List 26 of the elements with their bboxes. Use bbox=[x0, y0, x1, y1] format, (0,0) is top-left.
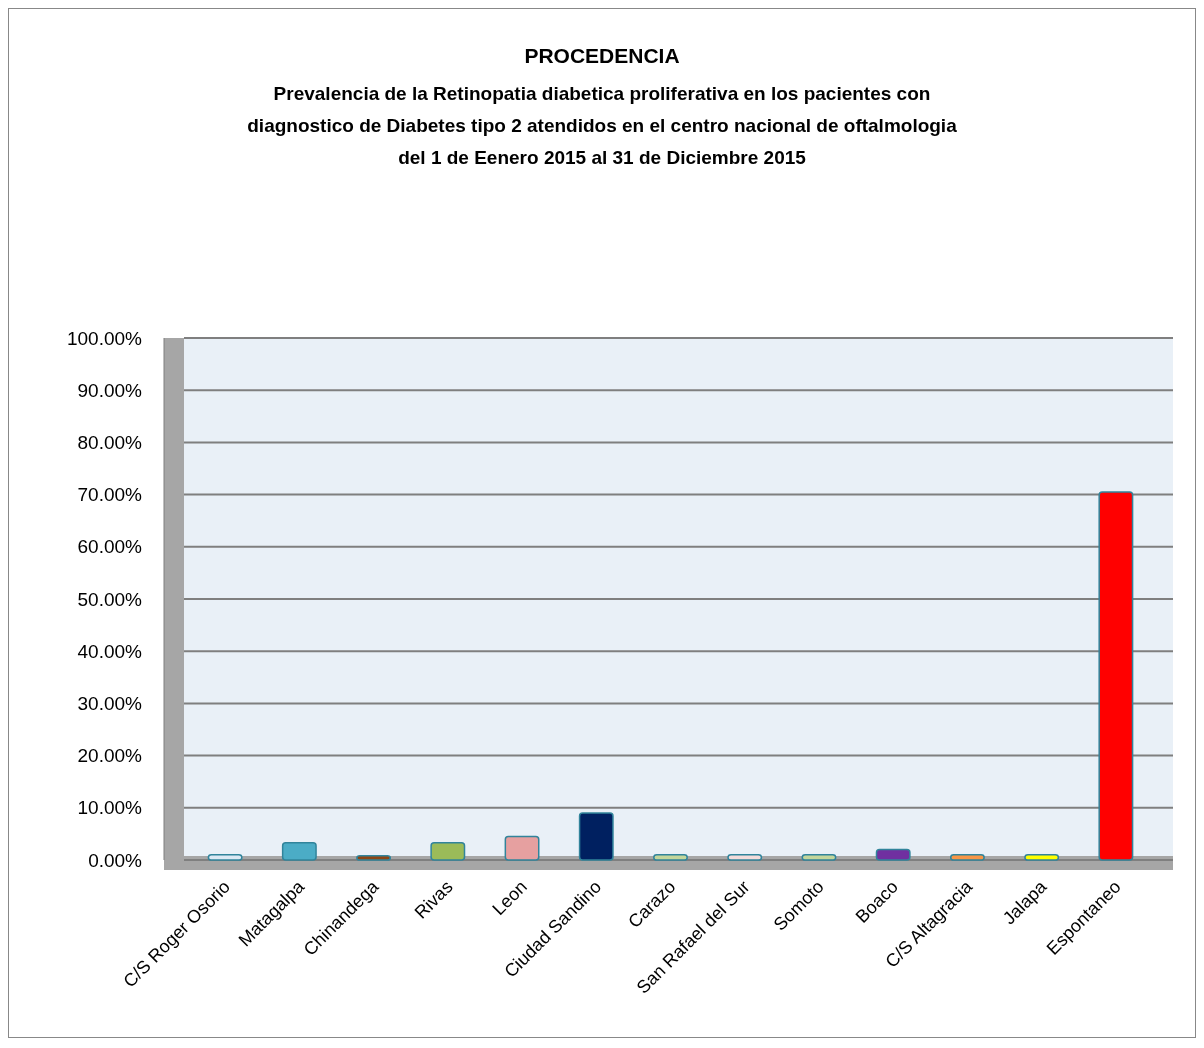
y-tick-label: 10.00% bbox=[77, 797, 143, 819]
bar bbox=[949, 854, 985, 861]
bar bbox=[1098, 491, 1134, 861]
bar bbox=[356, 855, 392, 861]
y-tick-label: 90.00% bbox=[77, 379, 143, 401]
y-tick-label: 30.00% bbox=[77, 693, 143, 715]
y-tick-label: 40.00% bbox=[77, 640, 143, 662]
bar bbox=[430, 842, 466, 861]
y-tick-label: 0.00% bbox=[88, 849, 143, 871]
y-tick-label: 20.00% bbox=[77, 745, 143, 767]
bar bbox=[801, 854, 837, 861]
chart-title: PROCEDENCIA bbox=[524, 44, 680, 67]
y-tick-label: 70.00% bbox=[77, 484, 143, 506]
y-tick-label: 60.00% bbox=[77, 536, 143, 558]
chart-subtitle: Prevalencia de la Retinopatia diabetica proliferativa en los pacientes con diagnostico de Diabetes tipo 2 atendidos en el centro nacional de oftalmologia del 1 de Eenero 2015 al 31 de Diciembre 2015 bbox=[247, 83, 958, 168]
y-tick-label: 100.00% bbox=[66, 327, 143, 349]
bar bbox=[504, 835, 540, 861]
y-tick-label: 50.00% bbox=[77, 588, 143, 610]
bar bbox=[281, 842, 317, 861]
bar bbox=[727, 854, 763, 861]
bar bbox=[875, 848, 911, 861]
bar bbox=[1024, 854, 1060, 861]
bar bbox=[653, 854, 688, 861]
bar bbox=[207, 854, 243, 861]
bar bbox=[578, 812, 614, 861]
y-tick-label: 80.00% bbox=[77, 432, 143, 454]
